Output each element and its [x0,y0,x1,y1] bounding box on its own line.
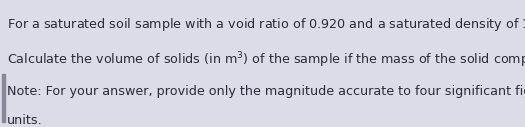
Text: Note: For your answer, provide only the magnitude accurate to four significant f: Note: For your answer, provide only the … [7,85,525,98]
Text: For a saturated soil sample with a void ratio of 0.920 and a saturated density o: For a saturated soil sample with a void … [7,15,525,35]
Text: units.: units. [7,114,43,127]
Text: Calculate the volume of solids (in m$^3$) of the sample if the mass of the solid: Calculate the volume of solids (in m$^3$… [7,51,525,70]
Bar [2,74,5,122]
